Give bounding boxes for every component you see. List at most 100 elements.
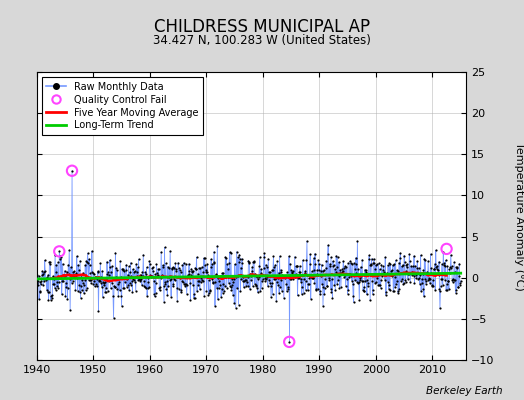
Point [95, 278, 103, 284]
Point [385, 260, 394, 266]
Point [81, 262, 90, 268]
Point [178, 278, 186, 284]
Point [328, 289, 336, 295]
Point [117, 292, 125, 299]
Point [106, 285, 115, 292]
Point [129, 277, 138, 283]
Point [425, 276, 434, 282]
Point [392, 281, 400, 287]
Point [249, 259, 257, 265]
Point [156, 287, 164, 294]
Point [250, 281, 259, 287]
Point [182, 280, 190, 287]
Point [333, 254, 342, 260]
Point [238, 260, 246, 266]
Point [375, 260, 383, 266]
Point [198, 264, 206, 270]
Point [374, 272, 382, 279]
Point [210, 259, 219, 266]
Point [341, 272, 349, 278]
Point [280, 274, 289, 281]
Point [439, 249, 447, 256]
Point [359, 287, 367, 294]
Point [347, 273, 355, 280]
Point [87, 280, 95, 286]
Point [323, 282, 331, 289]
Point [118, 266, 126, 272]
Point [40, 257, 49, 264]
Point [206, 264, 215, 271]
Point [287, 276, 295, 282]
Text: CHILDRESS MUNICIPAL AP: CHILDRESS MUNICIPAL AP [154, 18, 370, 36]
Point [422, 269, 431, 276]
Point [372, 262, 380, 268]
Point [152, 280, 160, 287]
Point [384, 278, 392, 285]
Point [189, 282, 197, 288]
Point [127, 273, 135, 279]
Point [373, 275, 381, 281]
Point [390, 261, 398, 268]
Point [343, 271, 351, 278]
Point [383, 270, 391, 277]
Point [342, 276, 351, 282]
Point [362, 269, 370, 276]
Point [332, 264, 341, 270]
Point [99, 278, 107, 285]
Point [139, 252, 147, 258]
Point [279, 273, 288, 280]
Point [53, 279, 62, 285]
Point [233, 248, 241, 255]
Point [276, 284, 284, 290]
Point [356, 274, 364, 281]
Point [116, 274, 125, 280]
Point [419, 286, 427, 292]
Point [256, 288, 265, 294]
Point [234, 254, 242, 260]
Point [316, 291, 324, 298]
Point [353, 238, 362, 244]
Point [262, 276, 270, 282]
Point [170, 276, 178, 282]
Point [337, 271, 345, 277]
Point [264, 283, 272, 289]
Point [162, 286, 171, 292]
Point [116, 258, 124, 264]
Point [435, 258, 443, 265]
Point [401, 278, 410, 285]
Point [204, 272, 212, 278]
Point [341, 263, 350, 269]
Point [400, 258, 409, 265]
Point [120, 268, 128, 274]
Point [375, 282, 383, 288]
Point [93, 283, 101, 290]
Point [47, 293, 56, 299]
Point [376, 284, 385, 291]
Point [108, 263, 116, 269]
Point [416, 272, 424, 278]
Point [267, 294, 275, 300]
Point [147, 274, 156, 280]
Point [236, 288, 245, 294]
Point [257, 266, 265, 272]
Point [151, 271, 159, 278]
Point [264, 255, 272, 262]
Point [288, 270, 297, 276]
Point [299, 290, 308, 296]
Point [455, 273, 463, 279]
Point [295, 269, 303, 275]
Point [358, 278, 367, 285]
Point [70, 268, 79, 275]
Point [68, 279, 76, 286]
Point [400, 252, 408, 259]
Point [304, 281, 313, 288]
Point [428, 283, 436, 289]
Point [60, 268, 69, 274]
Point [252, 283, 260, 289]
Point [246, 271, 255, 277]
Point [36, 288, 44, 295]
Point [54, 278, 63, 285]
Point [39, 271, 47, 277]
Point [370, 256, 378, 262]
Point [413, 276, 422, 282]
